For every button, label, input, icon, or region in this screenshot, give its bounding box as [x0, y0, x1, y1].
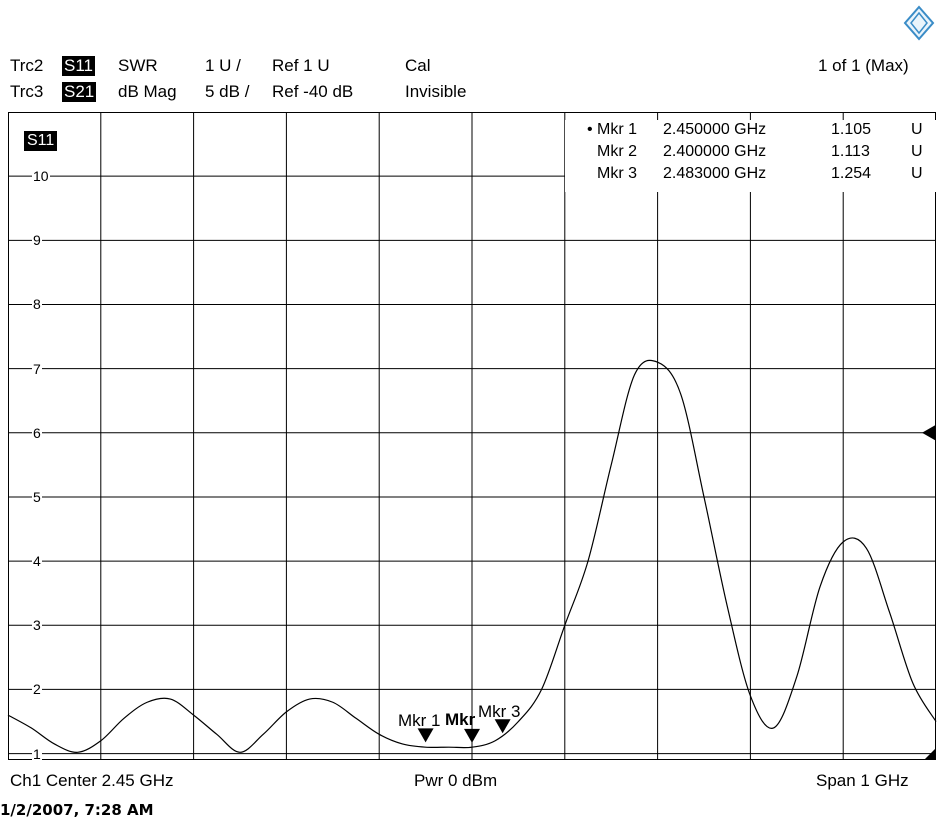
trace3-cal: Invisible [405, 82, 467, 101]
s11-trace [7, 359, 937, 753]
marker-unit: U [911, 143, 923, 160]
marker-triangle [494, 719, 511, 734]
y-tick-label: 8 [32, 296, 42, 313]
page-indicator: 1 of 1 (Max) [818, 56, 909, 75]
marker-unit: U [911, 165, 923, 182]
y-tick-label: 10 [32, 168, 50, 185]
y-tick-label: 7 [32, 360, 42, 377]
marker-table: • Mkr 1 2.450000 GHz 1.105 U Mkr 2 2.400000 GH… [565, 120, 936, 192]
marker-name: Mkr 3 [597, 165, 637, 182]
trace3-format[interactable]: dB Mag [118, 82, 177, 101]
center-frequency[interactable]: Ch1 Center 2.45 GHz [10, 771, 174, 790]
trace2-name: Trc2 [10, 56, 44, 75]
marker-3-label: Mkr 3 [478, 702, 521, 721]
trace-tag: S11 [24, 131, 58, 151]
trace3-param[interactable]: S21 [62, 82, 97, 102]
rohde-schwarz-logo [903, 5, 935, 45]
marker-triangle [417, 728, 434, 743]
marker-2-label: Mkr [445, 710, 476, 729]
span[interactable]: Span 1 GHz [816, 771, 909, 790]
trace2-param[interactable]: S11 [62, 56, 95, 76]
trace3-ref-arrow [924, 748, 936, 760]
marker-1-label: Mkr 1 [398, 711, 441, 730]
trace2-ref[interactable]: Ref 1 U [272, 56, 330, 75]
marker-dot: • [587, 121, 593, 138]
timestamp: 1/2/2007, 7:28 AM [0, 801, 154, 819]
marker-value: 1.105 [831, 121, 872, 138]
marker-value: 1.113 [831, 143, 870, 160]
trace2-cal: Cal [405, 56, 431, 75]
y-tick-label: 2 [32, 681, 42, 698]
reference-level-arrow [922, 424, 936, 441]
marker-unit: U [911, 121, 923, 138]
trace3-name: Trc3 [10, 82, 44, 101]
trace3-scale[interactable]: 5 dB / [205, 82, 250, 101]
y-tick-label: 3 [32, 617, 42, 634]
marker-frequency: 2.400000 GHz [663, 143, 767, 160]
marker-name: Mkr 1 [597, 121, 637, 138]
marker-triangle [464, 728, 480, 743]
y-tick-label: 1 [32, 745, 42, 762]
marker-name: Mkr 2 [597, 143, 637, 160]
y-tick-label: 4 [32, 553, 42, 570]
marker-frequency: 2.450000 GHz [663, 121, 767, 138]
trace2-scale[interactable]: 1 U / [205, 56, 241, 75]
trace3-ref[interactable]: Ref -40 dB [272, 82, 354, 101]
power-level[interactable]: Pwr 0 dBm [414, 771, 498, 790]
trace2-format[interactable]: SWR [118, 56, 158, 75]
y-tick-label: 6 [32, 424, 42, 441]
y-tick-label: 9 [32, 232, 42, 249]
marker-frequency: 2.483000 GHz [663, 165, 767, 182]
marker-value: 1.254 [831, 165, 872, 182]
y-tick-label: 5 [32, 488, 42, 505]
